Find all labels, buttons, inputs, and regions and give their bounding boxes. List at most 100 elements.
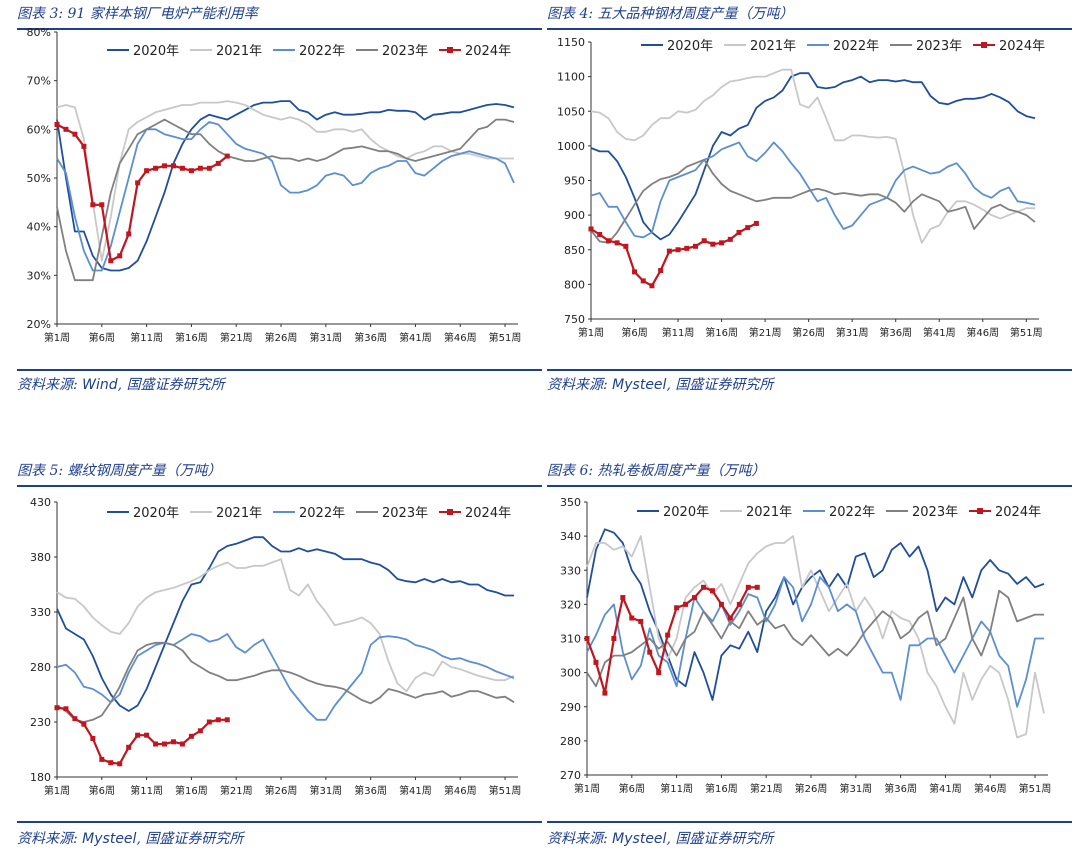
source-rule [547, 369, 1072, 371]
legend-label: 2024年 [465, 44, 511, 59]
panel-5: 图表 5: 螺纹钢周度产量（万吨） 180 230 280 330 380 430 第1周 第… [17, 458, 542, 851]
x-tick-label: 第31周 [309, 331, 342, 344]
y-tick-label: 280 [30, 661, 51, 674]
title-rule [17, 28, 542, 30]
source-note: 资料来源: Wind, 国盛证券研究所 [17, 374, 542, 394]
legend-label: 2023年 [382, 44, 428, 59]
y-tick-label: 300 [560, 667, 581, 680]
series-line-2020年 [56, 536, 514, 712]
y-tick-label: 1100 [557, 71, 585, 84]
y-tick-label: 350 [560, 496, 581, 509]
series-line-2023年 [56, 641, 515, 723]
series-marker-2024 [638, 618, 644, 624]
series-marker-2024 [588, 226, 594, 232]
source-rule [17, 369, 542, 371]
series-line-2020年 [56, 100, 515, 272]
series-marker-2024 [197, 728, 203, 734]
series-marker-2024 [692, 243, 698, 249]
y-tick-label: 330 [30, 606, 51, 619]
legend-label: 2023年 [916, 39, 962, 54]
series-line-2021年 [56, 100, 514, 262]
series-marker-2024 [614, 240, 620, 246]
series-line-2022年 [586, 576, 1044, 708]
series-line-2023年 [56, 118, 515, 282]
x-tick-label: 第1周 [578, 326, 604, 339]
legend-label: 2022年 [299, 506, 345, 521]
series-line-2022年 [590, 141, 1036, 239]
series-marker-2024 [224, 153, 230, 159]
x-tick-label: 第1周 [44, 331, 70, 344]
x-tick-label: 第16周 [705, 326, 738, 339]
y-tick-label: 1150 [557, 36, 585, 49]
legend-label: 2024年 [465, 506, 511, 521]
x-tick-label: 第41周 [399, 784, 432, 797]
series-marker-2024 [162, 163, 168, 169]
utilization-line-chart: 20%30%40%50%60%70%80%第1周 第6周 第11周 第16周 第21周第… [27, 26, 522, 344]
series-marker-2024 [684, 245, 690, 251]
source-name: Mysteel [612, 377, 667, 393]
y-tick-label: 1050 [557, 105, 585, 118]
rebar-output-line-chart: 180 230 280 330 380 430 第1周 第6周 第11周 第16周 第21周 第26周… [30, 496, 521, 797]
y-tick-label: 80% [27, 26, 51, 39]
series-marker-2024 [709, 588, 715, 594]
x-tick-label: 第26周 [795, 782, 828, 795]
series-marker-2024 [117, 761, 123, 767]
y-tick-label: 950 [564, 175, 585, 188]
x-tick-label: 第21周 [749, 326, 782, 339]
x-tick-label: 第6周 [621, 326, 647, 339]
source-suffix: , 国盛证券研究所 [136, 831, 244, 847]
series-marker-2024 [135, 732, 141, 738]
series-marker-2024 [162, 741, 168, 747]
series-marker-2024 [63, 706, 69, 712]
legend-label: 2021年 [216, 506, 262, 521]
x-tick-label: 第51周 [1019, 782, 1052, 795]
legend-label: 2020年 [663, 505, 709, 520]
legend-label: 2024年 [999, 39, 1045, 54]
y-tick-label: 290 [560, 701, 581, 714]
title-rule [17, 485, 542, 487]
x-tick-label: 第26周 [792, 326, 825, 339]
y-tick-label: 30% [27, 269, 51, 282]
series-line-2021年 [590, 68, 1035, 244]
y-tick-label: 380 [30, 551, 51, 564]
x-tick-label: 第46周 [444, 784, 477, 797]
x-tick-label: 第36周 [884, 782, 917, 795]
y-tick-label: 850 [564, 244, 585, 257]
series-marker-2024 [640, 278, 646, 284]
legend-label: 2021年 [216, 44, 262, 59]
series-marker-2024 [153, 165, 159, 171]
source-rule [17, 821, 542, 823]
series-marker-2024 [665, 632, 671, 638]
x-tick-label: 第41周 [923, 326, 956, 339]
legend-label: 2022年 [833, 39, 879, 54]
series-marker-2024 [135, 180, 141, 186]
series-marker-2024 [54, 705, 60, 711]
series-marker-2024 [170, 739, 176, 745]
x-tick-label: 第46周 [974, 782, 1007, 795]
x-tick-label: 第11周 [660, 782, 693, 795]
legend-label: 2023年 [382, 506, 428, 521]
series-marker-2024 [632, 269, 638, 275]
series-marker-2024 [701, 238, 707, 244]
series-marker-2024 [736, 229, 742, 235]
series-line-2022年 [56, 633, 515, 721]
series-marker-2024 [153, 741, 159, 747]
source-name: Mysteel [612, 831, 667, 847]
source-name: Mysteel [82, 831, 137, 847]
x-tick-label: 第41周 [929, 782, 962, 795]
series-marker-2024 [99, 756, 105, 762]
x-tick-label: 第21周 [220, 331, 253, 344]
panel-3: 图表 3: 91 家样本钢厂电炉产能利用率 20% 30% 40% 50% 60% 70%… [17, 0, 542, 400]
legend-label: 2020年 [133, 506, 179, 521]
legend-marker [981, 42, 987, 48]
series-marker-2024 [727, 236, 733, 242]
y-tick-label: 280 [560, 735, 581, 748]
series-line-2021年 [56, 558, 515, 693]
x-tick-label: 第31周 [309, 784, 342, 797]
series-marker-2024 [597, 232, 603, 238]
series-marker-2024 [649, 283, 655, 289]
title-rule [547, 28, 1072, 30]
series-line-2022年 [56, 121, 515, 272]
x-tick-label: 第11周 [662, 326, 695, 339]
x-tick-label: 第41周 [399, 331, 432, 344]
